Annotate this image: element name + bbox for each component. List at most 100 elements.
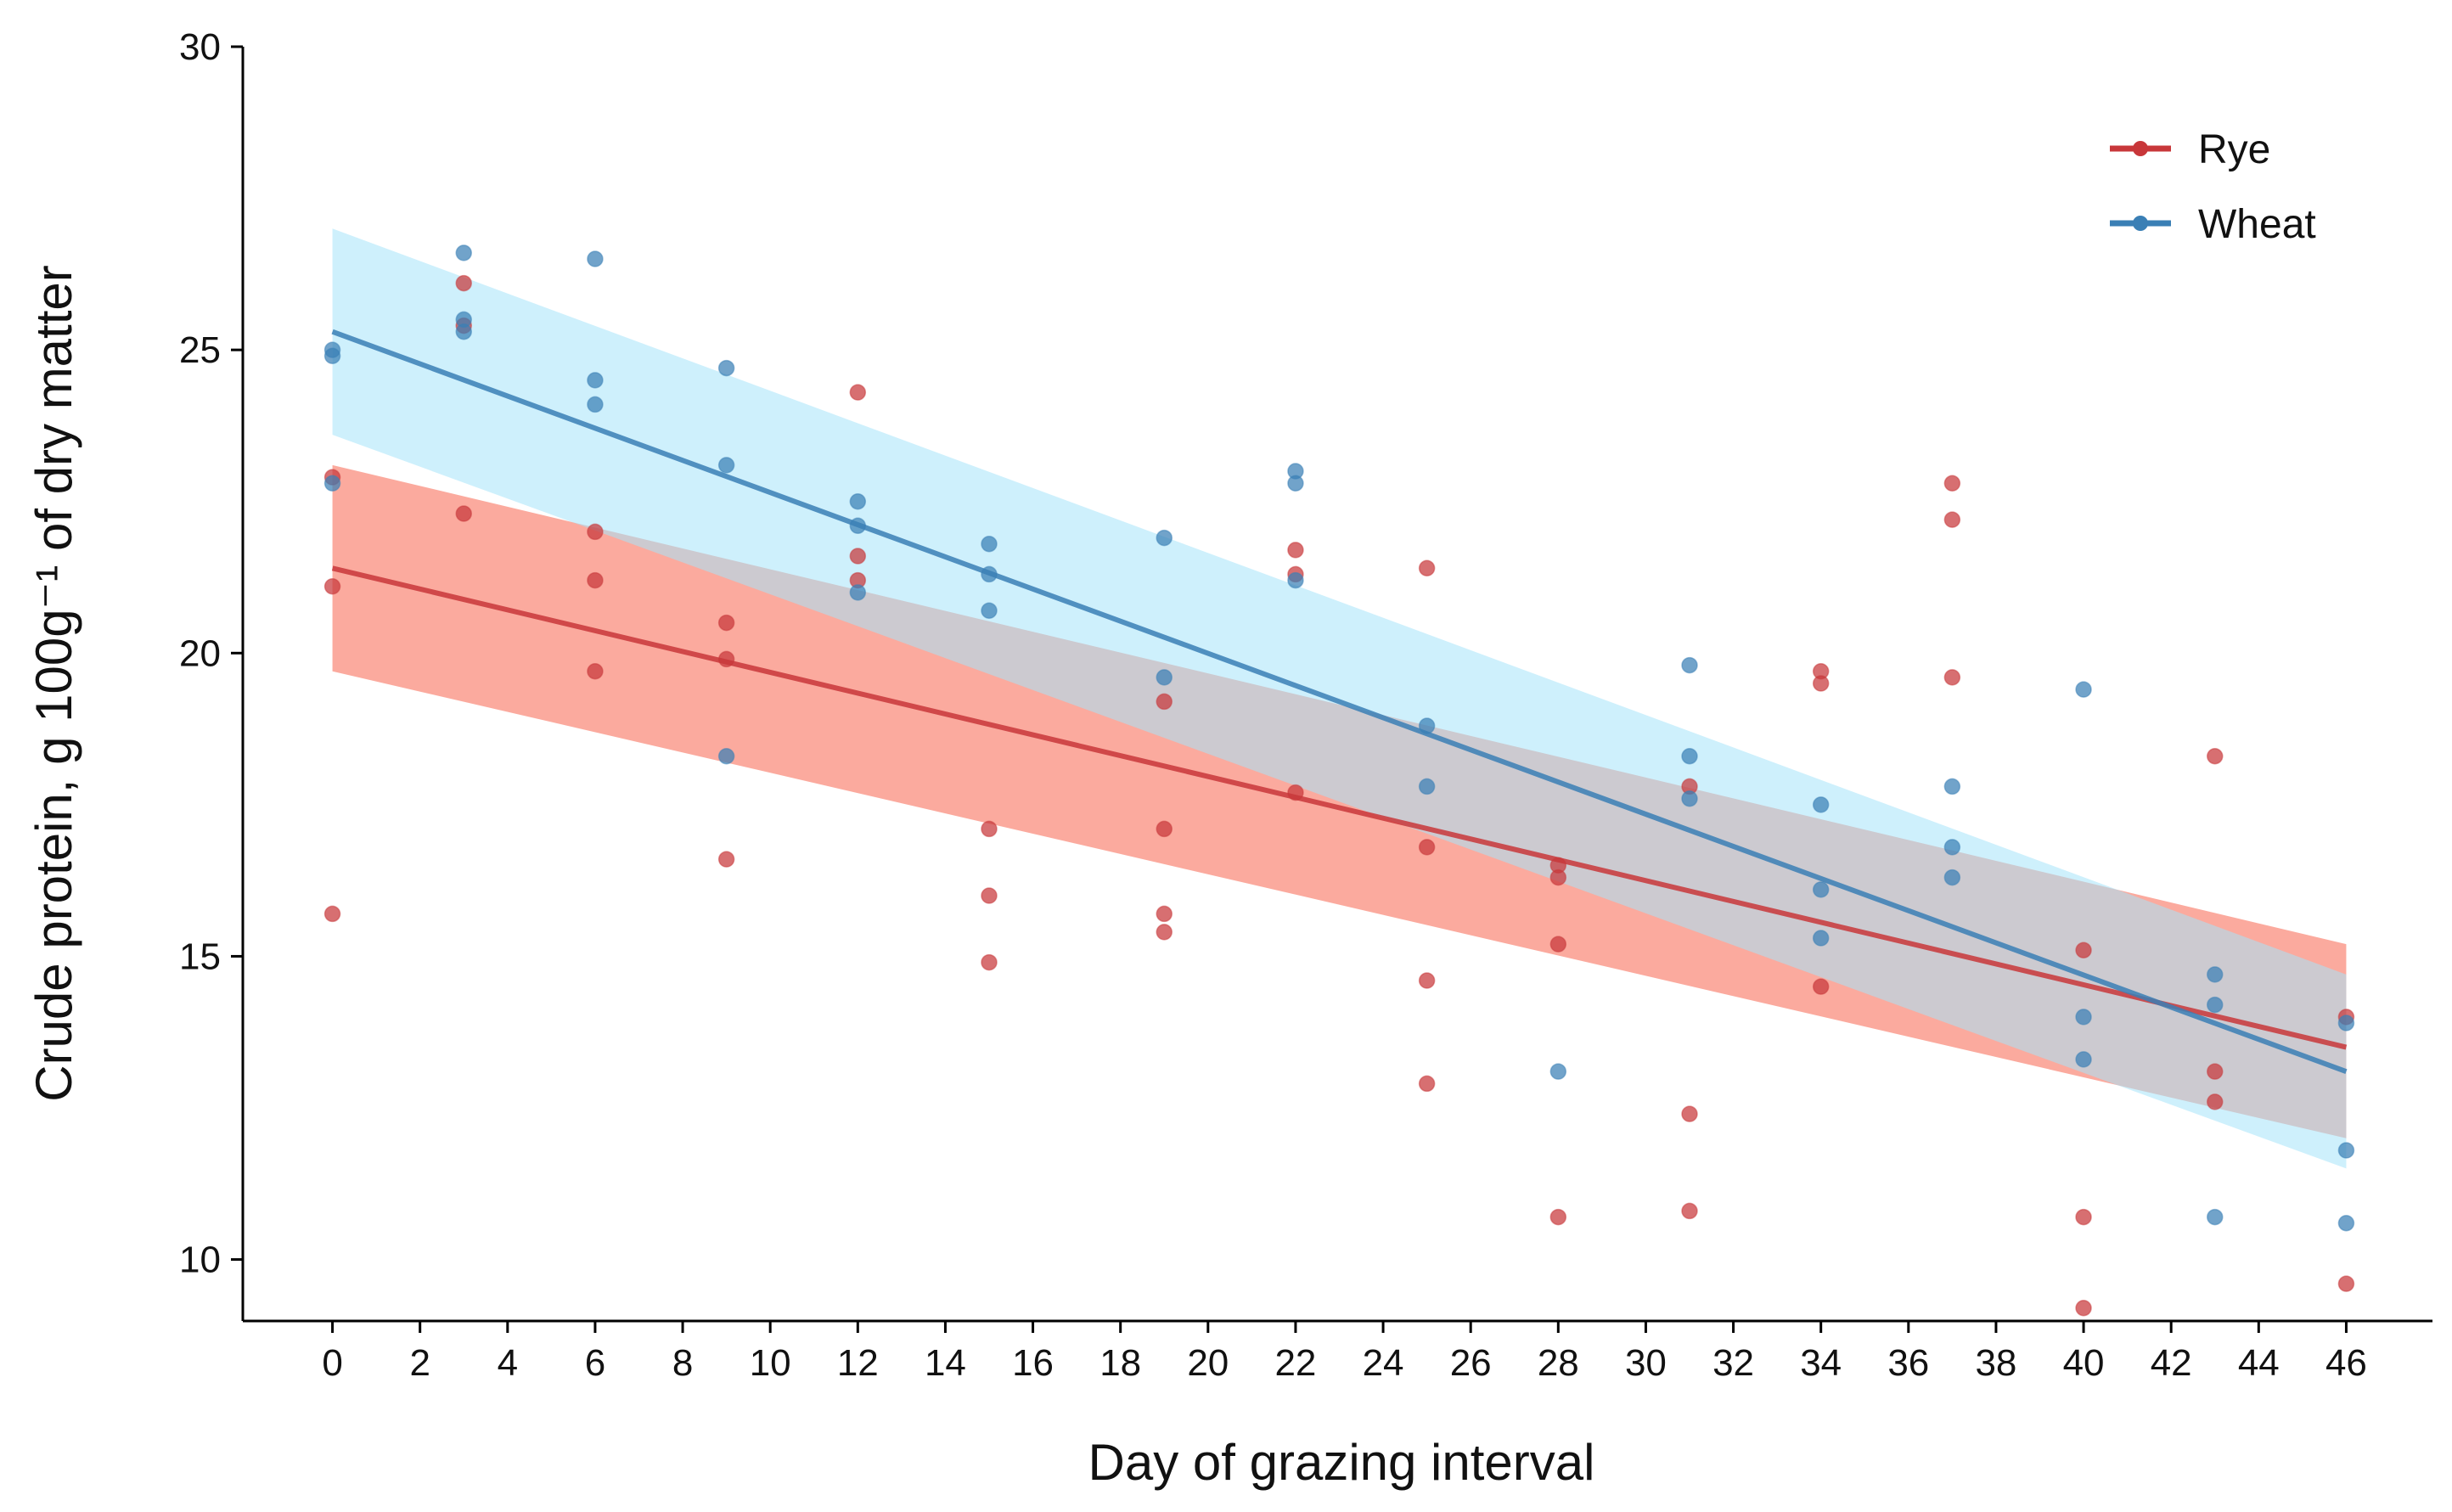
rye-point: [1549, 936, 1567, 953]
rye-point: [1549, 1208, 1567, 1226]
rye-point: [1943, 511, 1961, 528]
rye-point: [1681, 1105, 1698, 1122]
rye-point: [2075, 1208, 2092, 1226]
x-tick-label: 0: [322, 1342, 342, 1384]
scatter-points: [323, 245, 2355, 1317]
wheat-point: [717, 457, 735, 474]
rye-point: [849, 384, 867, 401]
rye-point: [1156, 693, 1173, 711]
wheat-point: [981, 535, 998, 553]
rye-point: [323, 577, 341, 595]
x-tick-label: 14: [925, 1342, 966, 1384]
rye-point: [455, 274, 472, 292]
x-tick-label: 26: [1450, 1342, 1492, 1384]
wheat-point: [1681, 747, 1698, 765]
wheat-point: [2337, 1214, 2355, 1232]
rye-point: [2337, 1275, 2355, 1292]
rye-point: [1812, 675, 1830, 692]
wheat-point: [1681, 656, 1698, 674]
rye-fit-line: [331, 565, 2348, 1050]
wheat-point: [2075, 1051, 2092, 1068]
rye-point: [1156, 820, 1173, 838]
y-tick-label: 15: [179, 936, 221, 977]
rye-point: [323, 905, 341, 923]
wheat-point: [587, 396, 604, 413]
x-tick-label: 10: [750, 1342, 791, 1384]
wheat-point: [1943, 839, 1961, 856]
rye-point: [2207, 1063, 2224, 1080]
wheat-point: [2207, 966, 2224, 983]
rye-point: [1418, 1075, 1436, 1093]
rye-point: [1943, 475, 1961, 492]
rye-point: [1418, 839, 1436, 856]
wheat-point: [2075, 1009, 2092, 1026]
rye-point: [849, 548, 867, 565]
wheat-point: [1943, 778, 1961, 795]
x-tick-label: 24: [1363, 1342, 1404, 1384]
rye-point: [981, 887, 998, 904]
rye-point: [587, 523, 604, 541]
x-tick-label: 34: [1800, 1342, 1842, 1384]
wheat-point: [587, 372, 604, 389]
rye-point: [2075, 1299, 2092, 1317]
wheat-point: [981, 602, 998, 620]
x-tick-label: 6: [585, 1342, 605, 1384]
y-tick-label: 30: [179, 26, 221, 68]
x-tick-label: 22: [1274, 1342, 1316, 1384]
rye-point: [1812, 978, 1830, 995]
x-tick-label: 2: [409, 1342, 430, 1384]
legend-marker-rye: [2133, 141, 2148, 156]
y-tick-label: 25: [179, 329, 221, 371]
wheat-point: [1549, 1063, 1567, 1080]
x-tick-label: 16: [1012, 1342, 1054, 1384]
rye-point: [1549, 868, 1567, 886]
x-tick-label: 46: [2325, 1342, 2367, 1384]
confidence-band-wheat: [332, 228, 2347, 1169]
wheat-point: [1812, 881, 1830, 898]
rye-point: [1156, 905, 1173, 923]
rye-point: [1287, 542, 1304, 559]
wheat-point: [2207, 996, 2224, 1014]
wheat-point: [849, 584, 867, 601]
wheat-point: [1156, 669, 1173, 686]
x-tick-label: 30: [1625, 1342, 1667, 1384]
wheat-point: [717, 747, 735, 765]
fit-lines: [331, 329, 2348, 1074]
x-tick-label: 40: [2063, 1342, 2105, 1384]
x-axis-title: Day of grazing interval: [1088, 1434, 1595, 1491]
rye-point: [717, 851, 735, 868]
x-tick-label: 20: [1187, 1342, 1229, 1384]
rye-point: [717, 614, 735, 632]
wheat-point: [2207, 1208, 2224, 1226]
rye-point: [1418, 972, 1436, 989]
wheat-point: [587, 250, 604, 267]
legend-label-wheat: Wheat: [2198, 202, 2316, 247]
rye-point: [2207, 747, 2224, 765]
x-tick-label: 38: [1975, 1342, 2016, 1384]
rye-point: [1418, 559, 1436, 577]
wheat-point: [1681, 790, 1698, 807]
x-tick-label: 42: [2151, 1342, 2192, 1384]
legend-label-rye: Rye: [2198, 127, 2270, 172]
y-tick-label: 20: [179, 632, 221, 674]
wheat-point: [1812, 930, 1830, 947]
legend-marker-wheat: [2133, 216, 2148, 231]
rye-point: [1681, 1202, 1698, 1220]
x-tick-label: 32: [1712, 1342, 1754, 1384]
rye-point: [1156, 924, 1173, 941]
rye-point: [455, 505, 472, 522]
wheat-point: [849, 492, 867, 510]
rye-point: [2075, 941, 2092, 959]
wheat-point: [1943, 868, 1961, 886]
wheat-point: [717, 359, 735, 377]
x-tick-label: 28: [1538, 1342, 1579, 1384]
x-tick-label: 44: [2238, 1342, 2280, 1384]
wheat-point: [2075, 681, 2092, 698]
x-tick-label: 36: [1887, 1342, 1929, 1384]
wheat-point: [455, 245, 472, 261]
confidence-bands: [332, 228, 2347, 1169]
rye-point: [981, 953, 998, 971]
wheat-fit-line: [331, 329, 2348, 1074]
